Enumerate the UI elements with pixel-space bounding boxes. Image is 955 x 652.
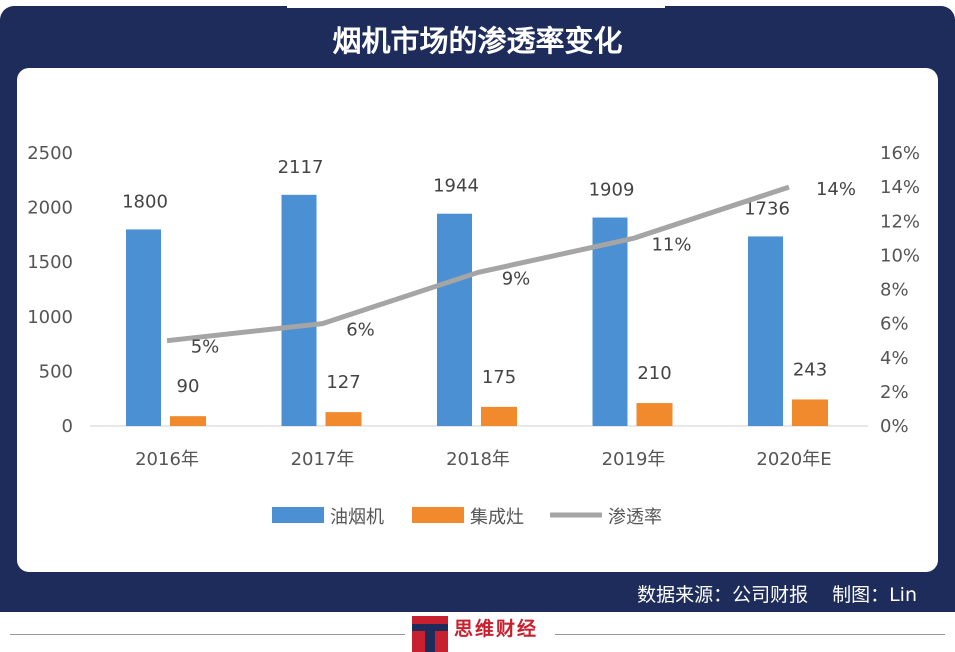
data-label-jichengzao: 210: [637, 363, 671, 384]
bar-jichengzao: [481, 406, 517, 426]
divider-left: [10, 634, 405, 635]
right-axis-tick: 8%: [880, 280, 909, 301]
right-axis-tick: 16%: [880, 143, 920, 164]
bar-youyanji: [281, 194, 317, 426]
legend-label-shentoulv: 渗透率: [608, 507, 662, 528]
logo-icon: [412, 616, 448, 652]
author-note: 制图：Lin: [832, 584, 917, 606]
bar-jichengzao: [325, 412, 362, 426]
x-axis-tick: 2019年: [602, 449, 666, 470]
source-note: 数据来源：公司财报: [637, 584, 809, 606]
data-label-youyanji: 1736: [744, 198, 790, 219]
data-label-shentoulv: 14%: [816, 179, 856, 200]
footer: 数据来源：公司财报 制图：Lin: [613, 580, 917, 607]
data-label-jichengzao: 175: [482, 367, 516, 388]
data-label-shentoulv: 6%: [346, 320, 375, 341]
legend-label-jichengzao: 集成灶: [470, 507, 524, 528]
bar-youyanji: [592, 217, 628, 426]
left-axis-tick: 2500: [27, 143, 73, 164]
data-label-youyanji: 1909: [589, 180, 635, 201]
data-label-youyanji: 1944: [433, 176, 479, 197]
logo-text: 思维财经: [454, 618, 539, 640]
right-axis-tick: 12%: [880, 211, 920, 232]
legend-swatch-jichengzao: [412, 507, 464, 523]
bar-jichengzao: [170, 416, 206, 426]
bar-youyanji: [748, 236, 783, 426]
right-axis-tick: 2%: [880, 382, 909, 403]
data-label-jichengzao: 243: [793, 359, 827, 380]
right-axis-tick: 10%: [880, 245, 920, 266]
chart-panel: [17, 68, 938, 572]
data-label-jichengzao: 127: [326, 372, 360, 393]
right-axis-tick: 4%: [880, 348, 909, 369]
data-label-youyanji: 2117: [278, 157, 324, 178]
x-axis-tick: 2016年: [135, 449, 199, 470]
bar-youyanji: [437, 213, 472, 426]
legend-swatch-youyanji: [272, 507, 324, 523]
bar-jichengzao: [636, 403, 673, 426]
left-axis-tick: 2000: [27, 198, 73, 219]
top-gap: [287, 0, 665, 8]
x-axis-tick: 2018年: [446, 449, 510, 470]
right-axis-tick: 6%: [880, 314, 909, 335]
left-axis-tick: 0: [62, 416, 73, 437]
data-label-shentoulv: 9%: [502, 268, 531, 289]
data-label-shentoulv: 5%: [191, 337, 220, 358]
left-axis-tick: 500: [39, 361, 73, 382]
left-axis-tick: 1500: [27, 252, 73, 273]
data-label-youyanji: 1800: [122, 191, 168, 212]
bar-youyanji: [126, 229, 161, 426]
x-axis-tick: 2017年: [291, 449, 355, 470]
chart-title: 烟机市场的渗透率变化: [332, 24, 623, 58]
left-axis-tick: 1000: [27, 307, 73, 328]
right-axis-tick: 14%: [880, 177, 920, 198]
legend-label-youyanji: 油烟机: [330, 507, 384, 528]
data-label-shentoulv: 11%: [651, 234, 691, 255]
data-label-jichengzao: 90: [177, 376, 200, 397]
right-axis-tick: 0%: [880, 416, 909, 437]
bar-jichengzao: [792, 399, 828, 426]
x-axis-tick: 2020年E: [756, 449, 831, 470]
divider-right: [555, 634, 945, 635]
line-shentoulv: [166, 184, 790, 344]
